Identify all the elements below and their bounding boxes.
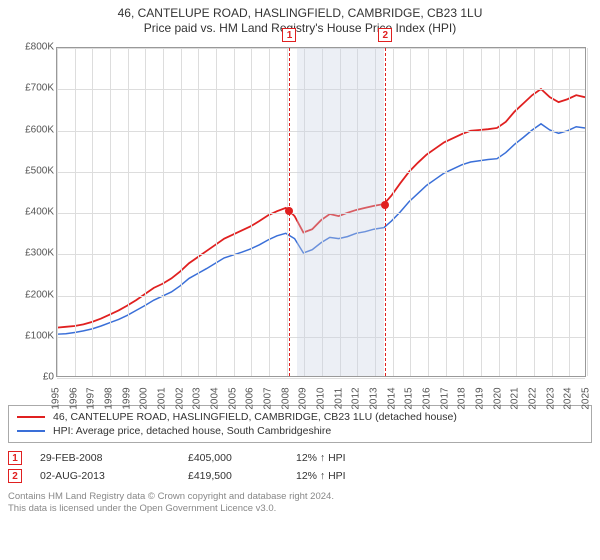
x-axis-tick-label: 1997 [86, 387, 97, 409]
x-axis-tick-label: 1999 [121, 387, 132, 409]
y-axis-tick-label: £800K [25, 42, 54, 53]
gridline-vertical [569, 48, 570, 376]
x-axis-tick-label: 1998 [104, 387, 115, 409]
sales-row-1: 1 29-FEB-2008 £405,000 12% ↑ HPI [8, 449, 592, 467]
y-axis-tick-label: £0 [43, 372, 54, 383]
y-axis-tick-label: £300K [25, 248, 54, 259]
x-axis-tick-label: 2015 [404, 387, 415, 409]
plot-region: 12 [56, 47, 586, 377]
gridline-vertical [92, 48, 93, 376]
x-axis-tick-label: 2007 [263, 387, 274, 409]
footer-line-1: Contains HM Land Registry data © Crown c… [8, 491, 592, 503]
sale-marker-line [385, 48, 386, 376]
x-axis-tick-label: 2000 [139, 387, 150, 409]
x-axis-tick-label: 2017 [439, 387, 450, 409]
x-axis-tick-label: 2002 [174, 387, 185, 409]
x-axis-tick-label: 2016 [422, 387, 433, 409]
title-line-2: Price paid vs. HM Land Registry's House … [8, 21, 592, 35]
y-axis-tick-label: £200K [25, 289, 54, 300]
x-axis-tick-label: 1996 [68, 387, 79, 409]
sale-marker-dot [381, 201, 389, 209]
sale-marker-dot [285, 207, 293, 215]
x-axis-tick-label: 2024 [563, 387, 574, 409]
x-axis-tick-label: 2003 [192, 387, 203, 409]
gridline-vertical [499, 48, 500, 376]
legend-swatch-0 [17, 416, 45, 418]
gridline-vertical [463, 48, 464, 376]
x-axis-tick-label: 2013 [369, 387, 380, 409]
gridline-vertical [181, 48, 182, 376]
sale-pct-2: 12% ↑ HPI [296, 470, 406, 482]
chart-title: 46, CANTELUPE ROAD, HASLINGFIELD, CAMBRI… [8, 6, 592, 35]
x-axis-tick-label: 2025 [581, 387, 592, 409]
y-axis-tick-label: £600K [25, 124, 54, 135]
x-axis-tick-label: 2023 [545, 387, 556, 409]
gridline-vertical [145, 48, 146, 376]
gridline-vertical [251, 48, 252, 376]
x-axis-tick-label: 2019 [475, 387, 486, 409]
x-axis-tick-label: 2012 [351, 387, 362, 409]
gridline-vertical [269, 48, 270, 376]
gridline-vertical [198, 48, 199, 376]
x-axis-tick-label: 2006 [245, 387, 256, 409]
gridline-vertical [534, 48, 535, 376]
gridline-vertical [552, 48, 553, 376]
sale-date-2: 02-AUG-2013 [40, 470, 170, 482]
gridline-vertical [163, 48, 164, 376]
gridline-vertical [516, 48, 517, 376]
legend-box: 46, CANTELUPE ROAD, HASLINGFIELD, CAMBRI… [8, 405, 592, 443]
x-axis-tick-label: 2004 [210, 387, 221, 409]
x-axis-tick-label: 1995 [51, 387, 62, 409]
gridline-vertical [393, 48, 394, 376]
sales-table: 1 29-FEB-2008 £405,000 12% ↑ HPI 2 02-AU… [8, 449, 592, 485]
legend-label-1: HPI: Average price, detached house, Sout… [53, 425, 331, 437]
gridline-horizontal [57, 378, 585, 379]
x-axis-tick-label: 2010 [316, 387, 327, 409]
x-axis-tick-label: 2005 [227, 387, 238, 409]
gridline-vertical [57, 48, 58, 376]
chart-area: 12 £0 £100K £200K £300K £400K £500K £600K £700K… [8, 39, 592, 399]
y-axis-tick-label: £500K [25, 165, 54, 176]
x-axis-tick-label: 2008 [280, 387, 291, 409]
legend-row-series-1: HPI: Average price, detached house, Sout… [17, 424, 583, 438]
legend-label-0: 46, CANTELUPE ROAD, HASLINGFIELD, CAMBRI… [53, 411, 457, 423]
gridline-vertical [446, 48, 447, 376]
x-axis-tick-label: 2021 [510, 387, 521, 409]
legend-swatch-1 [17, 430, 45, 432]
footer-attribution: Contains HM Land Registry data © Crown c… [8, 491, 592, 516]
sale-marker-label: 1 [282, 28, 296, 42]
x-axis-tick-label: 2009 [298, 387, 309, 409]
gridline-vertical [110, 48, 111, 376]
gridline-vertical [587, 48, 588, 376]
gridline-vertical [410, 48, 411, 376]
x-axis-tick-label: 2022 [528, 387, 539, 409]
sale-pct-1: 12% ↑ HPI [296, 452, 406, 464]
sale-index-box-2: 2 [8, 469, 22, 483]
gridline-vertical [428, 48, 429, 376]
gridline-vertical [75, 48, 76, 376]
legend-row-series-0: 46, CANTELUPE ROAD, HASLINGFIELD, CAMBRI… [17, 410, 583, 424]
x-axis-tick-label: 2018 [457, 387, 468, 409]
sale-marker-label: 2 [378, 28, 392, 42]
x-axis-tick-label: 2014 [386, 387, 397, 409]
sales-row-2: 2 02-AUG-2013 £419,500 12% ↑ HPI [8, 467, 592, 485]
gridline-vertical [128, 48, 129, 376]
y-axis-tick-label: £400K [25, 207, 54, 218]
gridline-vertical [216, 48, 217, 376]
x-axis-tick-label: 2011 [333, 388, 344, 410]
title-line-1: 46, CANTELUPE ROAD, HASLINGFIELD, CAMBRI… [8, 6, 592, 20]
x-axis-tick-label: 2001 [157, 387, 168, 409]
sale-date-1: 29-FEB-2008 [40, 452, 170, 464]
y-axis-tick-label: £700K [25, 83, 54, 94]
sale-price-2: £419,500 [188, 470, 278, 482]
footer-line-2: This data is licensed under the Open Gov… [8, 503, 592, 515]
gridline-vertical [481, 48, 482, 376]
sale-index-box-1: 1 [8, 451, 22, 465]
sale-price-1: £405,000 [188, 452, 278, 464]
gridline-vertical [234, 48, 235, 376]
y-axis-tick-label: £100K [25, 330, 54, 341]
recession-shade-band [297, 48, 384, 376]
x-axis-tick-label: 2020 [492, 387, 503, 409]
